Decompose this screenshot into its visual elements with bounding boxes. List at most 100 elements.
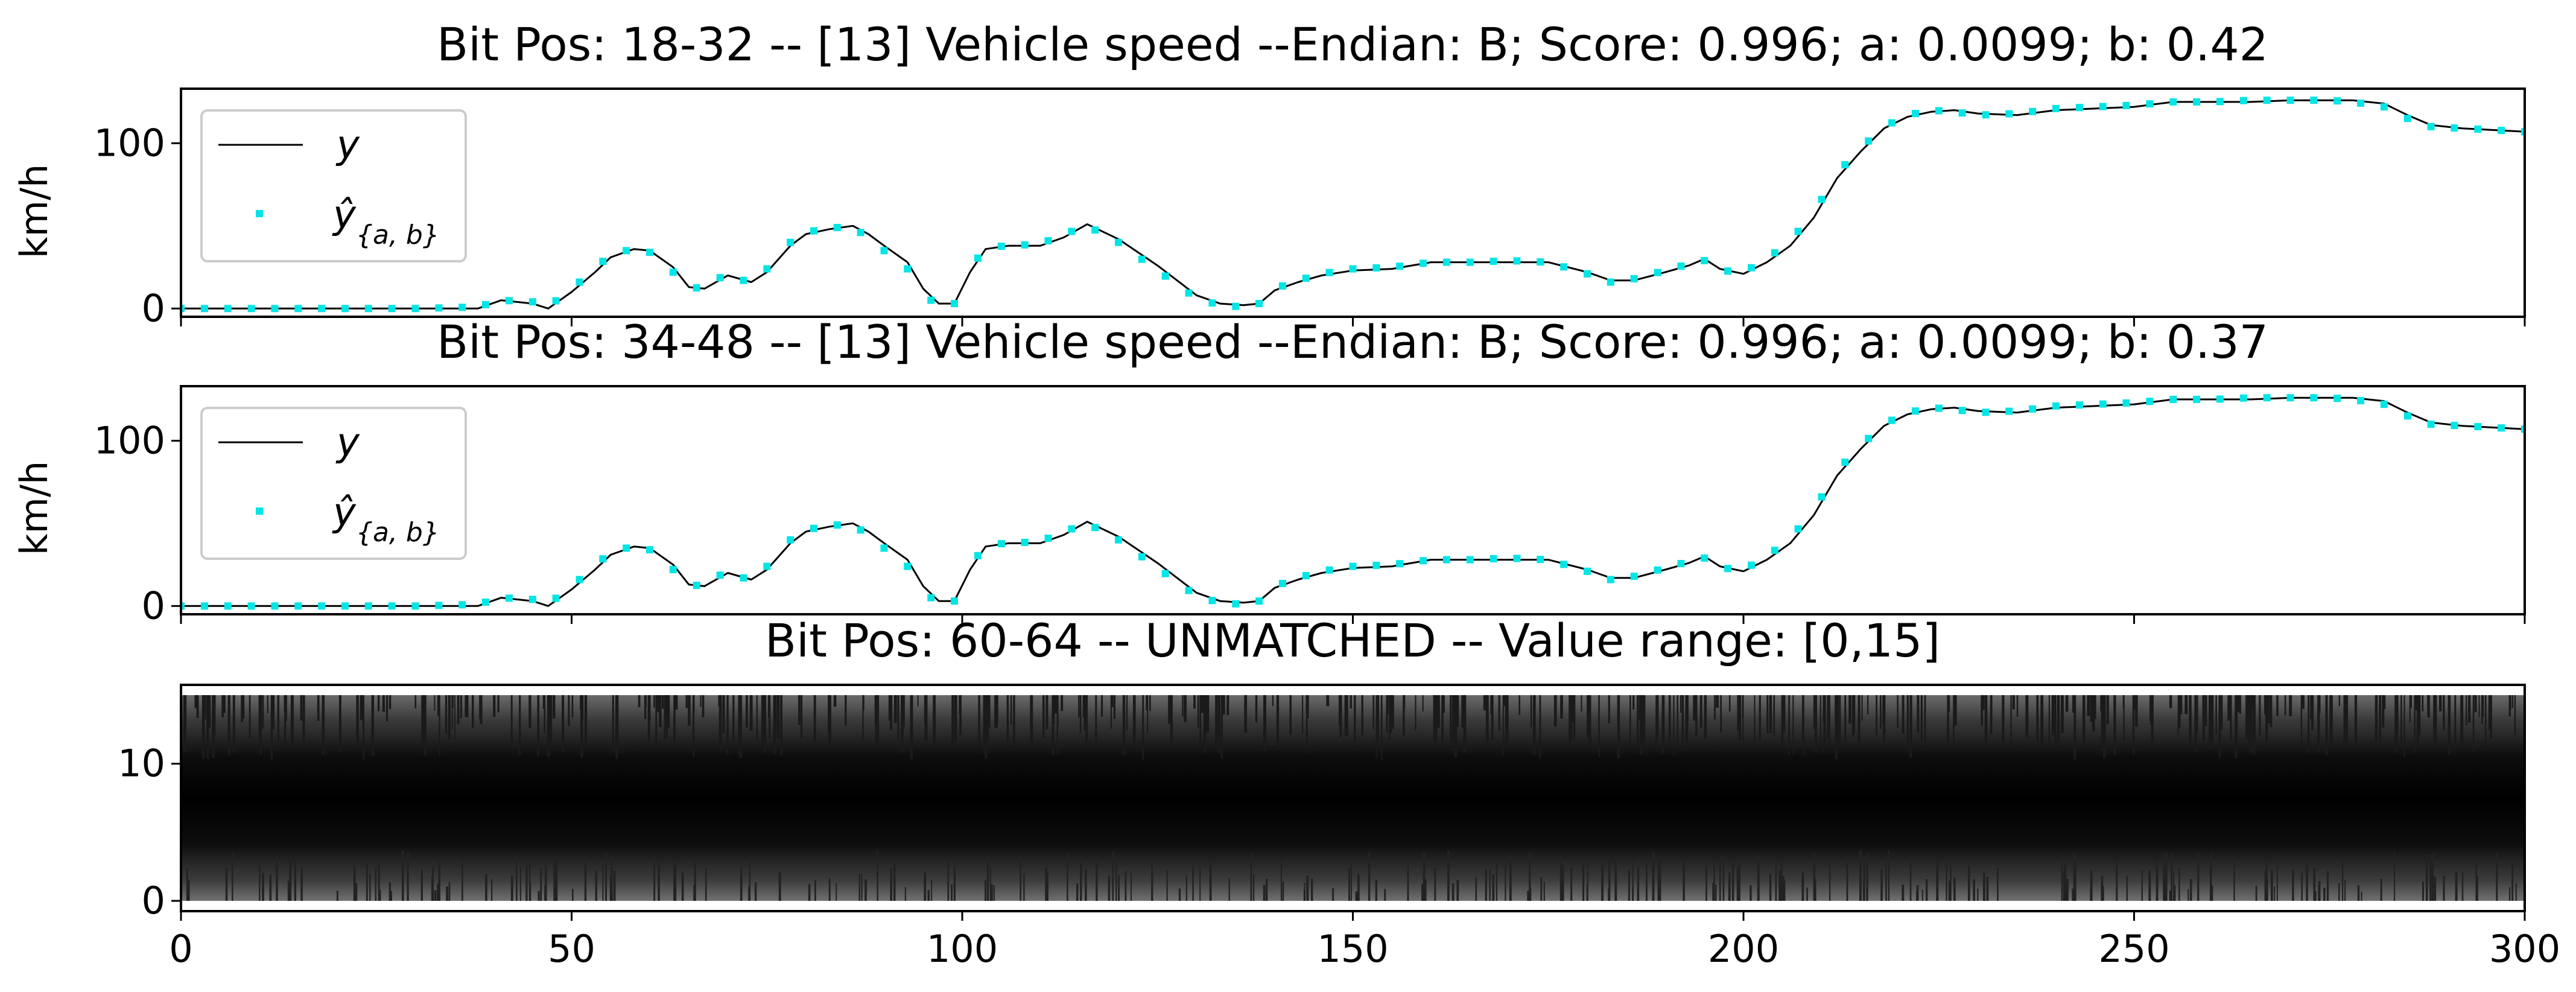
series-point-yhat: [2052, 104, 2060, 112]
series-point-yhat: [2286, 394, 2294, 402]
series-point-yhat: [2029, 107, 2037, 115]
legend-subscript-1: {a, b}: [356, 220, 440, 250]
series-point-yhat: [364, 305, 372, 313]
series-point-yhat: [1607, 576, 1614, 583]
series-point-yhat: [1325, 269, 1333, 276]
series-point-yhat: [576, 278, 583, 286]
series-point-yhat: [693, 284, 700, 292]
series-point-yhat: [1701, 256, 1708, 264]
series-point-yhat: [1630, 573, 1638, 580]
series-point-yhat: [1349, 562, 1357, 570]
series-point-yhat: [341, 602, 349, 610]
series-point-yhat: [763, 562, 771, 570]
series-point-yhat: [2403, 412, 2411, 420]
series-point-yhat: [1255, 300, 1263, 308]
series-point-yhat: [951, 300, 958, 308]
series-point-yhat: [1091, 226, 1099, 234]
speed-panel-1: Bit Pos: 18-32 -- [13] Vehicle speed --E…: [12, 17, 2526, 330]
series-point-yhat: [181, 602, 185, 610]
series-point-yhat: [1349, 265, 1357, 273]
series-point-yhat: [2216, 98, 2224, 106]
series-point-yhat: [1607, 278, 1614, 286]
series-point-yhat: [2029, 405, 2037, 413]
series-point-yhat: [2427, 421, 2435, 428]
series-point-yhat: [1654, 269, 1661, 276]
series-point-yhat: [271, 305, 279, 313]
series-point-yhat: [1208, 597, 1216, 605]
series-point-yhat: [1537, 258, 1544, 266]
series-point-yhat: [1442, 556, 1450, 564]
plot-area-2: [181, 394, 2525, 610]
legend-label-y-1: y: [335, 123, 360, 168]
series-point-yhat: [974, 254, 982, 262]
series-point-yhat: [2403, 115, 2411, 122]
series-point-yhat: [1888, 119, 1896, 127]
series-point-yhat: [1068, 227, 1076, 235]
series-point-yhat: [1466, 556, 1474, 564]
series-point-yhat: [2052, 402, 2060, 410]
y-tick-label: 100: [94, 121, 165, 165]
series-point-yhat: [1771, 547, 1778, 555]
series-point-yhat: [1208, 299, 1216, 307]
series-point-yhat: [2169, 395, 2177, 403]
series-point-yhat: [2357, 100, 2365, 107]
x-tick-label: 50: [548, 927, 595, 971]
series-point-yhat: [1489, 555, 1497, 562]
series-point-yhat: [1466, 258, 1474, 266]
y-tick-label: 0: [142, 583, 165, 628]
x-tick-label: 0: [169, 927, 192, 971]
series-point-yhat: [1185, 289, 1193, 297]
legend-box-1: [200, 109, 467, 262]
series-point-yhat: [435, 602, 443, 609]
series-point-yhat: [1278, 579, 1286, 587]
series-point-yhat: [2498, 127, 2505, 135]
plot-area-3: [181, 695, 2525, 901]
series-point-yhat: [833, 224, 841, 232]
series-point-yhat: [482, 300, 489, 308]
series-point-yhat: [2099, 400, 2107, 408]
series-point-yhat: [787, 536, 795, 544]
series-point-yhat: [458, 304, 466, 311]
series-point-yhat: [1161, 570, 1169, 577]
series-point-yhat: [1372, 264, 1380, 272]
series-line-y: [181, 99, 2525, 310]
series-point-yhat: [1138, 553, 1146, 561]
oscillation-band: [181, 695, 2525, 901]
series-point-yhat: [599, 555, 607, 563]
series-point-yhat: [2333, 97, 2341, 105]
series-point-yhat: [200, 305, 208, 313]
series-point-yhat: [1115, 238, 1122, 246]
series-point-yhat: [505, 594, 513, 602]
series-point-yhat: [2005, 110, 2013, 118]
series-point-yhat: [341, 305, 349, 313]
series-point-yhat: [576, 576, 583, 583]
series-point-yhat: [1865, 137, 1873, 145]
series-point-yhat: [693, 582, 700, 590]
series-point-yhat: [669, 269, 677, 276]
legend-label-yhat-2: ŷ: [332, 491, 357, 535]
series-point-yhat: [411, 305, 419, 313]
series-point-yhat: [599, 258, 607, 265]
series-point-yhat: [247, 305, 255, 313]
series-point-yhat: [1841, 459, 1849, 466]
series-point-yhat: [2075, 401, 2083, 409]
series-point-yhat: [2286, 97, 2294, 104]
series-point-yhat: [294, 305, 302, 313]
series-point-yhat: [1068, 525, 1076, 533]
series-point-yhat: [1044, 237, 1052, 244]
chart-title-1: Bit Pos: 18-32 -- [13] Vehicle speed --E…: [437, 17, 2268, 71]
series-point-yhat: [2146, 100, 2154, 108]
series-point-yhat: [1537, 556, 1544, 564]
series-point-yhat: [997, 540, 1005, 548]
series-point-yhat: [997, 243, 1005, 250]
series-point-yhat: [294, 602, 302, 610]
axes-frame-3: [180, 684, 2526, 912]
series-point-yhat: [646, 249, 653, 256]
series-point-yhat: [2380, 401, 2388, 409]
series-point-yhat: [458, 601, 466, 609]
series-point-yhat: [810, 227, 817, 235]
legend-label-yhat-1: ŷ: [332, 193, 357, 238]
series-point-yhat: [2263, 394, 2271, 402]
series-point-yhat: [2474, 423, 2482, 431]
series-point-yhat: [318, 305, 326, 313]
